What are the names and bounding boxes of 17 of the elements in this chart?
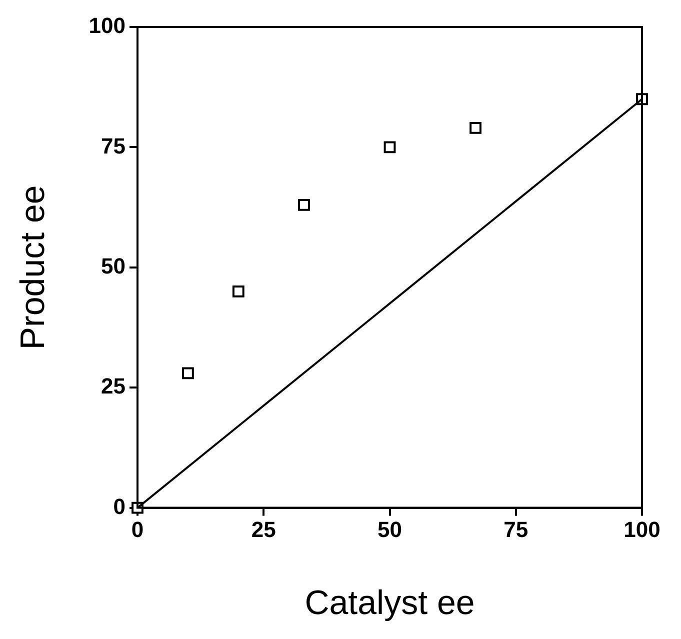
x-tick-label: 25: [251, 517, 276, 542]
x-tick-label: 50: [378, 517, 402, 542]
point: [298, 198, 310, 211]
y-tick-label: 0: [113, 494, 126, 519]
point: [182, 367, 194, 380]
x-tick-label: 75: [504, 517, 528, 542]
y-tick-label: 50: [101, 253, 126, 278]
point: [232, 285, 244, 298]
point: [470, 122, 482, 134]
y-tick-label: 75: [101, 133, 126, 158]
x-tick-label: 0: [131, 517, 144, 542]
y-tick-label: 100: [88, 13, 126, 38]
y-tick-label: 25: [101, 374, 126, 399]
point: [384, 141, 396, 154]
x-axis-title: Catalyst ee: [304, 584, 475, 622]
x-tick-label: 100: [624, 517, 660, 542]
y-axis-title: Product ee: [14, 185, 52, 350]
